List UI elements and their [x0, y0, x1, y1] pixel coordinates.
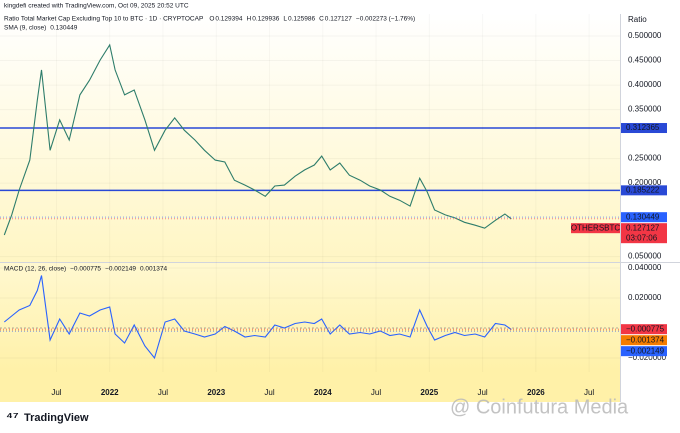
x-tick-label: Jul — [477, 388, 487, 397]
y-tick-label: −0.020000 — [628, 353, 667, 362]
x-tick-label: Jul — [584, 388, 594, 397]
logo-mark: ⁴⁷ — [6, 409, 19, 425]
x-tick-label: Jul — [371, 388, 381, 397]
price-label-box — [621, 335, 667, 346]
price-pane — [0, 14, 620, 262]
ohlc-key: C — [319, 16, 324, 23]
price-label-box — [621, 324, 667, 335]
y-tick-label: 0.350000 — [628, 105, 662, 114]
ohlc-value: 0.125986 — [288, 16, 315, 23]
x-tick-label: 2022 — [101, 388, 119, 397]
y-tick-label: 0.250000 — [628, 154, 662, 163]
chart-title: Ratio Total Market Cap Excluding Top 10 … — [4, 16, 203, 23]
y-tick-label: 0.400000 — [628, 80, 662, 89]
price-label: −0.000775 — [626, 324, 665, 333]
logo-text: TradingView — [24, 412, 89, 424]
macd-title: MACD (12, 26, close) — [4, 266, 66, 273]
hline-label: 0.185222 — [626, 185, 660, 194]
y-tick-label: 0.500000 — [628, 31, 662, 40]
ohlc-value: 0.127127 — [325, 16, 352, 23]
price-label-box — [621, 212, 667, 223]
x-tick-label: Jul — [51, 388, 61, 397]
ohlc-value: 0.129394 — [215, 16, 242, 23]
y-tick-label: 0.040000 — [628, 263, 662, 272]
ohlc-value: 0.129936 — [252, 16, 279, 23]
credit: kingdefi created with TradingView.com, O… — [4, 3, 189, 10]
series-line — [3, 43, 512, 236]
x-tick-label: Jul — [264, 388, 274, 397]
ohlc-key: O — [209, 16, 214, 23]
hline-label-box — [621, 185, 667, 196]
x-tick-label: 2024 — [314, 388, 332, 397]
y-tick-label: 0.450000 — [628, 56, 662, 65]
price-label-box — [621, 223, 667, 244]
macd-readout: −0.002149 — [105, 266, 136, 273]
macd-readout: 0.001374 — [140, 266, 167, 273]
time-axis — [0, 372, 620, 402]
watermark: @ Coinfutura Media — [450, 396, 629, 418]
macd-pane — [0, 263, 620, 372]
y-tick-label: 0.020000 — [628, 293, 662, 302]
axis-name: Ratio — [628, 15, 647, 24]
x-tick-label: 2025 — [420, 388, 438, 397]
x-tick-label: 2023 — [207, 388, 225, 397]
price-label: 0.130449 — [626, 212, 660, 221]
ohlc-key: L — [283, 16, 287, 23]
price-label: −0.002149 — [626, 346, 665, 355]
price-label-box — [621, 346, 667, 357]
y-tick-label: 0.200000 — [628, 178, 662, 187]
symbol-box — [571, 223, 620, 234]
series-line — [3, 275, 512, 360]
logo: ⁴⁷ TradingView — [6, 409, 89, 425]
x-tick-label: Jul — [158, 388, 168, 397]
price-label: −0.001374 — [626, 335, 665, 344]
ohlc-value: −0.002273 (−1.76%) — [356, 16, 415, 23]
indicator-name: SMA (9, close) — [4, 25, 46, 32]
hline-label: 0.312365 — [626, 123, 660, 132]
ohlc-key: H — [247, 16, 252, 23]
macd-readout: −0.000775 — [70, 266, 101, 273]
legend: Ratio Total Market Cap Excluding Top 10 … — [4, 16, 415, 273]
price-label: 0.127127 — [626, 223, 660, 232]
indicator-value: 0.130449 — [50, 25, 77, 32]
hline-label-box — [621, 123, 667, 134]
y-tick-label: 0.050000 — [628, 252, 662, 261]
price-countdown: 03:07:06 — [626, 233, 658, 242]
symbol-label: OTHERSBTC — [571, 223, 621, 232]
x-tick-label: 2026 — [527, 388, 545, 397]
